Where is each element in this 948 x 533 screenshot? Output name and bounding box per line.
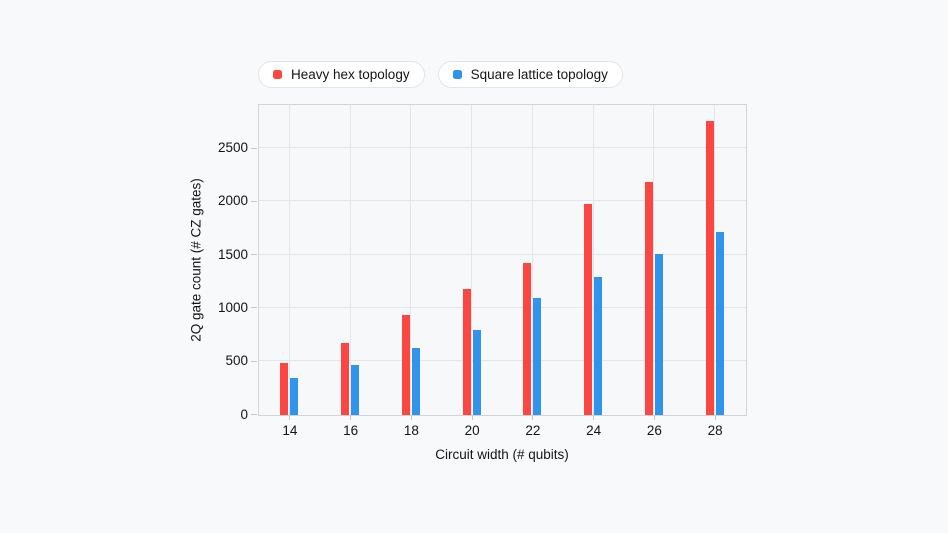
legend-label-square-lattice: Square lattice topology: [470, 67, 608, 82]
v-gridline: [349, 105, 351, 415]
h-gridline: [259, 306, 746, 308]
h-gridline: [259, 147, 746, 149]
y-tick-mark: [251, 307, 257, 309]
x-tick-label: 16: [343, 423, 359, 438]
bar-heavy-hex-topology-20[interactable]: [462, 289, 471, 415]
x-axis-title: Circuit width (# qubits): [435, 447, 569, 462]
x-tick-label: 14: [282, 423, 298, 438]
x-tick-mark: [410, 414, 412, 420]
x-tick-label: 28: [707, 423, 723, 438]
h-gridline: [259, 253, 746, 255]
x-tick-label: 26: [646, 423, 662, 438]
bar-square-lattice-topology-22[interactable]: [533, 297, 542, 415]
bar-heavy-hex-topology-24[interactable]: [584, 203, 593, 415]
bar-square-lattice-topology-28[interactable]: [715, 232, 724, 415]
y-tick-mark: [251, 147, 257, 149]
y-tick-label: 2000: [217, 193, 248, 209]
bar-square-lattice-topology-16[interactable]: [351, 365, 360, 415]
v-gridline: [531, 105, 533, 415]
legend-swatch-square-lattice-icon: [452, 70, 462, 79]
legend: Heavy hex topology Square lattice topolo…: [258, 61, 623, 88]
x-tick-mark: [471, 414, 473, 420]
y-tick-label: 500: [225, 353, 248, 369]
legend-swatch-heavy-hex-icon: [273, 70, 282, 79]
h-gridline: [259, 200, 746, 202]
x-tick-mark: [532, 414, 534, 420]
y-tick-mark: [251, 414, 257, 415]
legend-item-square-lattice[interactable]: Square lattice topology: [437, 61, 623, 88]
bar-heavy-hex-topology-18[interactable]: [401, 315, 410, 415]
v-gridline: [592, 105, 594, 415]
bar-square-lattice-topology-26[interactable]: [654, 254, 663, 415]
y-tick-label: 1000: [217, 299, 248, 315]
v-gridline: [288, 105, 290, 415]
y-tick-label: 0: [240, 406, 248, 422]
x-tick-label: 24: [586, 423, 602, 438]
plot-inner: [259, 105, 746, 415]
bar-heavy-hex-topology-14[interactable]: [280, 362, 289, 415]
x-tick-label: 22: [525, 423, 541, 438]
plot-area: [258, 104, 747, 416]
x-tick-mark: [593, 414, 595, 420]
legend-label-heavy-hex: Heavy hex topology: [291, 67, 410, 82]
y-tick-mark: [251, 254, 257, 256]
bar-square-lattice-topology-24[interactable]: [594, 277, 603, 415]
v-gridline: [410, 105, 412, 415]
legend-item-heavy-hex[interactable]: Heavy hex topology: [258, 61, 425, 88]
x-tick-mark: [653, 414, 655, 420]
v-gridline: [714, 105, 716, 415]
y-tick-label: 1500: [217, 246, 248, 262]
bar-heavy-hex-topology-22[interactable]: [523, 263, 532, 415]
x-tick-mark: [350, 414, 352, 420]
v-gridline: [471, 105, 473, 415]
x-tick-label: 20: [464, 423, 480, 438]
x-tick-mark: [714, 414, 716, 420]
bar-square-lattice-topology-20[interactable]: [472, 329, 481, 415]
v-gridline: [653, 105, 655, 415]
bar-square-lattice-topology-14[interactable]: [290, 378, 299, 415]
bar-heavy-hex-topology-28[interactable]: [705, 120, 714, 415]
bar-square-lattice-topology-18[interactable]: [411, 347, 420, 415]
y-tick-mark: [251, 200, 257, 202]
bar-heavy-hex-topology-26[interactable]: [644, 182, 653, 415]
x-tick-label: 18: [403, 423, 419, 438]
bar-heavy-hex-topology-16[interactable]: [341, 342, 350, 415]
y-tick-mark: [251, 360, 257, 362]
x-tick-mark: [289, 414, 291, 420]
h-gridline: [259, 360, 746, 362]
y-tick-label: 2500: [217, 140, 248, 156]
